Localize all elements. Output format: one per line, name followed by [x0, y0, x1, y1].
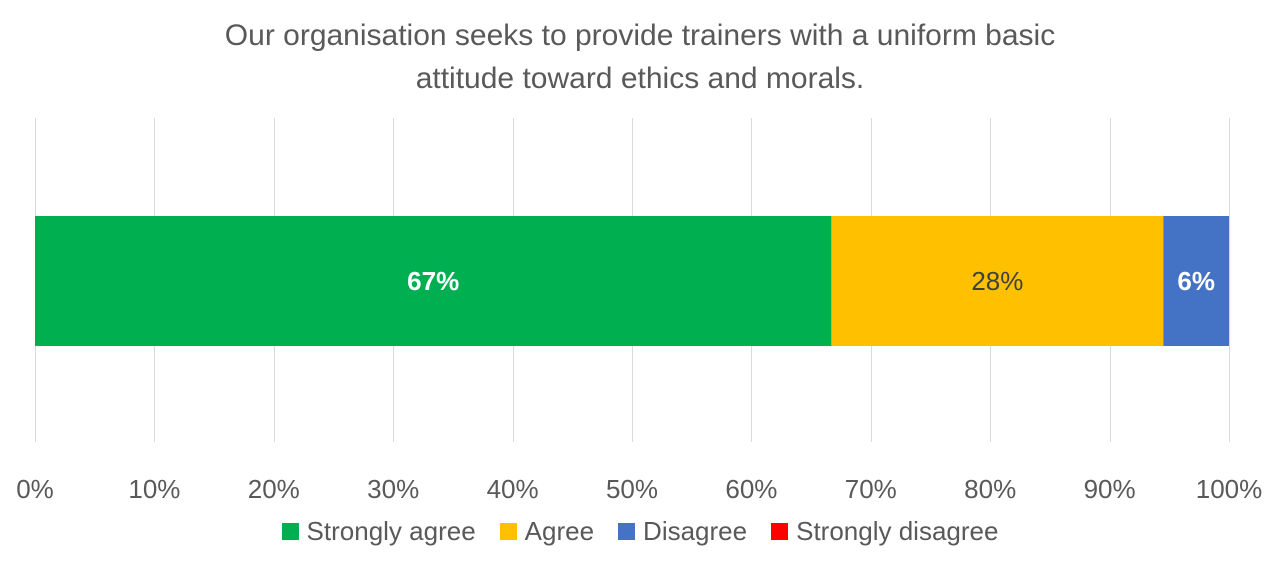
x-tick-label: 70%	[845, 474, 897, 504]
bar-segments	[35, 216, 1229, 346]
legend-label: Strongly disagree	[796, 516, 999, 546]
x-tick-label: 10%	[128, 474, 180, 504]
legend-label: Strongly agree	[306, 516, 476, 546]
chart-title-line-1: Our organisation seeks to provide traine…	[224, 19, 1056, 52]
x-tick-label: 50%	[606, 474, 658, 504]
chart-title-line-2: attitude toward ethics and morals.	[415, 62, 865, 95]
legend-swatch	[618, 523, 636, 540]
x-tick-label: 90%	[1084, 474, 1136, 504]
bar-data-labels: 67% 28% 6%	[407, 266, 1215, 296]
legend-item: Strongly disagree	[771, 516, 998, 547]
bar-segment-agree	[831, 216, 1164, 346]
x-tick-label: 60%	[725, 474, 777, 504]
chart-legend: Strongly agree Agree Disagree Strongly disa…	[0, 516, 1280, 547]
chart-title: Our organisation seeks to provide traine…	[0, 14, 1280, 100]
x-tick-label: 100%	[1196, 474, 1263, 504]
legend-item: Strongly agree	[281, 516, 476, 547]
legend-item: Agree	[499, 516, 595, 547]
data-label: 6%	[1177, 266, 1215, 296]
legend-swatch	[281, 523, 299, 540]
legend-item: Disagree	[618, 516, 747, 547]
legend-label: Disagree	[643, 516, 748, 546]
x-tick-label: 80%	[964, 474, 1016, 504]
x-tick-label: 20%	[248, 474, 300, 504]
bar-segment-disagree	[1163, 216, 1229, 346]
legend-swatch	[499, 523, 517, 540]
x-tick-label: 40%	[487, 474, 539, 504]
data-label: 28%	[971, 266, 1023, 296]
x-tick-label: 30%	[367, 474, 419, 504]
legend-label: Agree	[524, 516, 595, 546]
x-tick-label: 0%	[16, 474, 54, 504]
data-label: 67%	[407, 266, 459, 296]
x-axis-tick-labels: 0% 10% 20% 30% 40% 50% 60% 70% 80% 90% 100%	[16, 474, 1262, 504]
legend-swatch	[771, 523, 789, 540]
bar-segment-strongly-agree	[35, 216, 832, 346]
